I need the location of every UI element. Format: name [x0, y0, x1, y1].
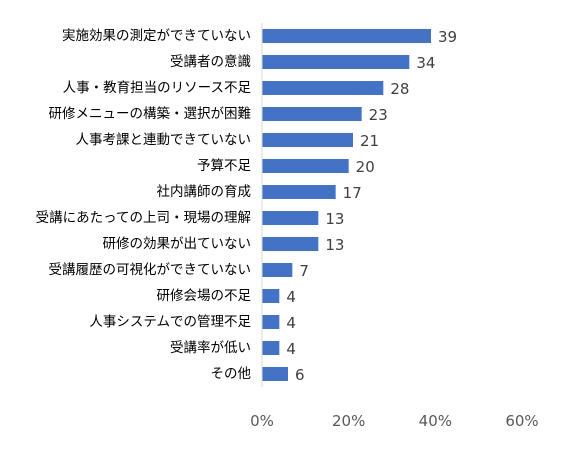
- x-axis-tick-labels: 0% 20% 40% 60%: [250, 412, 539, 430]
- value-label: 21: [360, 132, 379, 150]
- category-label: 受講にあたっての上司・現場の理解: [36, 210, 251, 226]
- value-label: 13: [325, 236, 344, 254]
- category-label: その他: [211, 366, 252, 382]
- category-label: 予算不足: [197, 158, 251, 174]
- category-labels: 実施効果の測定ができていない受講者の意識人事・教育担当のリソース不足研修メニュー…: [36, 28, 252, 382]
- category-label: 研修の効果が出ていない: [103, 236, 252, 252]
- value-label: 39: [438, 28, 457, 46]
- value-label: 34: [416, 54, 435, 72]
- bar: [262, 341, 280, 355]
- x-tick-label: 60%: [505, 412, 538, 430]
- category-label: 受講者の意識: [170, 53, 251, 70]
- bar: [262, 185, 336, 199]
- bar: [262, 29, 431, 43]
- bar: [262, 211, 319, 225]
- bar: [262, 289, 280, 303]
- category-label: 実施効果の測定ができていない: [62, 28, 251, 44]
- value-label: 28: [390, 80, 409, 98]
- bar: [262, 107, 362, 121]
- value-label: 23: [369, 106, 388, 124]
- category-label: 受講率が低い: [170, 339, 251, 356]
- bar: [262, 367, 288, 381]
- x-tick-label: 20%: [332, 412, 365, 430]
- category-label: 人事・教育担当のリソース不足: [63, 80, 252, 96]
- bars: [262, 29, 431, 381]
- category-label: 社内講師の育成: [157, 184, 252, 200]
- bar: [262, 133, 353, 147]
- bar: [262, 55, 410, 69]
- bar: [262, 263, 293, 277]
- bar: [262, 315, 280, 329]
- category-label: 人事システムでの管理不足: [89, 314, 251, 330]
- value-label: 4: [286, 340, 296, 358]
- bar: [262, 159, 349, 173]
- category-label: 研修会場の不足: [157, 288, 252, 304]
- value-label: 4: [286, 314, 296, 332]
- value-label: 6: [295, 366, 305, 384]
- x-tick-label: 40%: [419, 412, 452, 430]
- bar: [262, 81, 384, 95]
- value-label: 4: [286, 288, 296, 306]
- value-label: 17: [343, 184, 362, 202]
- value-label: 7: [299, 262, 309, 280]
- category-label: 研修メニューの構築・選択が困難: [49, 106, 252, 122]
- category-label: 受講履歴の可視化ができていない: [49, 262, 252, 278]
- value-label: 20: [356, 158, 375, 176]
- category-label: 人事考課と連動できていない: [76, 132, 252, 148]
- x-tick-label: 0%: [250, 412, 274, 430]
- value-label: 13: [325, 210, 344, 228]
- bar: [262, 237, 319, 251]
